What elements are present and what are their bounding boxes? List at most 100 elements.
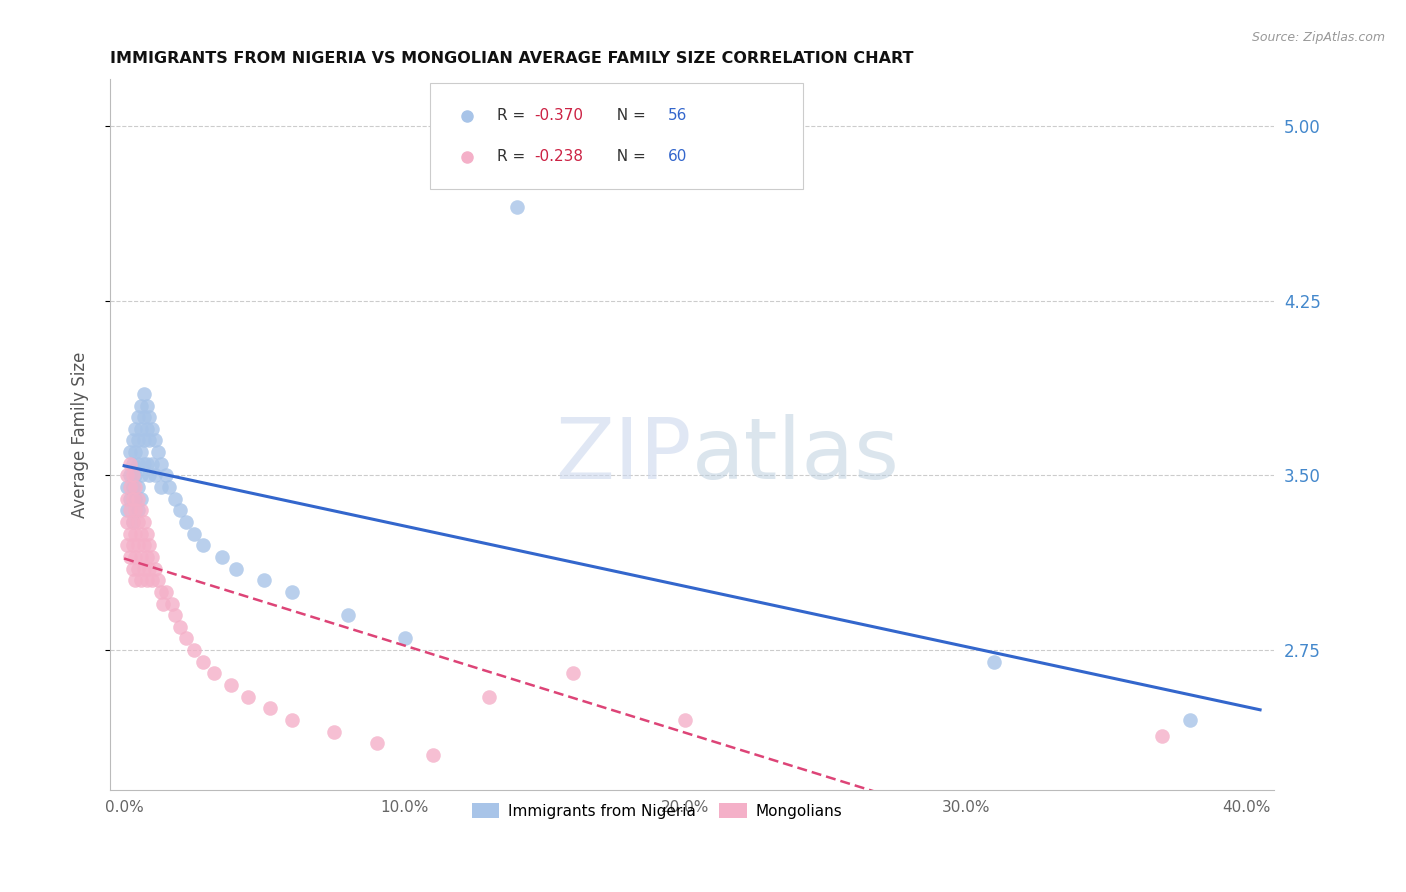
Point (127, 457, 149, 471)
Point (127, 515, 149, 529)
Point (132, 434, 155, 448)
Point (281, 713, 304, 727)
Point (124, 526, 146, 541)
Point (366, 736, 388, 750)
Point (337, 608, 360, 623)
Point (132, 410, 155, 425)
Point (394, 632, 416, 646)
Point (115, 538, 138, 552)
Point (129, 526, 152, 541)
Point (118, 468, 141, 483)
Point (132, 515, 155, 529)
Point (135, 573, 157, 587)
Point (138, 561, 160, 575)
Point (138, 410, 160, 425)
Point (174, 515, 197, 529)
Point (115, 468, 138, 483)
Point (160, 597, 183, 611)
Point (115, 491, 138, 506)
Point (135, 457, 157, 471)
Point (673, 713, 696, 727)
Point (169, 620, 191, 634)
Point (141, 573, 163, 587)
Text: N =: N = (607, 108, 651, 123)
Point (253, 573, 276, 587)
Point (323, 724, 346, 739)
Point (236, 690, 259, 704)
Point (118, 480, 141, 494)
Point (157, 480, 180, 494)
Point (191, 655, 214, 669)
Point (174, 632, 197, 646)
Point (121, 538, 143, 552)
Point (561, 666, 583, 681)
Point (127, 561, 149, 575)
Point (121, 491, 143, 506)
Point (118, 457, 141, 471)
Point (129, 445, 152, 459)
Point (169, 503, 191, 517)
Point (121, 515, 143, 529)
Point (146, 573, 169, 587)
Point (129, 573, 152, 587)
Point (124, 491, 146, 506)
Text: IMMIGRANTS FROM NIGERIA VS MONGOLIAN AVERAGE FAMILY SIZE CORRELATION CHART: IMMIGRANTS FROM NIGERIA VS MONGOLIAN AVE… (110, 51, 914, 66)
Point (121, 515, 143, 529)
Point (135, 526, 157, 541)
Point (124, 480, 146, 494)
Text: atlas: atlas (692, 415, 900, 498)
FancyBboxPatch shape (430, 83, 803, 189)
Point (191, 538, 214, 552)
Point (132, 538, 155, 552)
Point (124, 503, 146, 517)
Point (135, 549, 157, 564)
Point (129, 422, 152, 436)
Point (138, 434, 160, 448)
Point (129, 491, 152, 506)
Point (115, 515, 138, 529)
Text: ZIP: ZIP (555, 415, 692, 498)
Point (141, 549, 163, 564)
Text: -0.238: -0.238 (534, 149, 582, 164)
Point (129, 399, 152, 413)
Point (124, 468, 146, 483)
Point (219, 678, 242, 692)
Text: Source: ZipAtlas.com: Source: ZipAtlas.com (1251, 31, 1385, 45)
Point (138, 468, 160, 483)
Text: 56: 56 (668, 108, 688, 123)
Point (983, 655, 1005, 669)
Point (155, 468, 177, 483)
Point (132, 387, 155, 401)
Point (121, 561, 143, 575)
Point (124, 445, 146, 459)
Point (149, 480, 172, 494)
Point (149, 457, 172, 471)
Point (155, 585, 177, 599)
Point (183, 526, 205, 541)
Legend: Immigrants from Nigeria, Mongolians: Immigrants from Nigeria, Mongolians (465, 797, 849, 825)
Point (141, 457, 163, 471)
Point (202, 666, 225, 681)
Point (121, 434, 143, 448)
Point (183, 643, 205, 657)
Point (121, 480, 143, 494)
Point (124, 422, 146, 436)
Point (127, 503, 149, 517)
Point (127, 410, 149, 425)
Point (127, 538, 149, 552)
Point (115, 503, 138, 517)
Point (152, 597, 174, 611)
Point (478, 690, 501, 704)
Point (118, 526, 141, 541)
Point (121, 457, 143, 471)
Point (129, 549, 152, 564)
Point (1150, 729, 1173, 743)
Y-axis label: Average Family Size: Average Family Size (72, 351, 89, 518)
Text: 60: 60 (668, 149, 688, 164)
Point (115, 480, 138, 494)
Point (118, 503, 141, 517)
Point (138, 538, 160, 552)
Point (129, 468, 152, 483)
Point (124, 549, 146, 564)
Point (163, 491, 186, 506)
